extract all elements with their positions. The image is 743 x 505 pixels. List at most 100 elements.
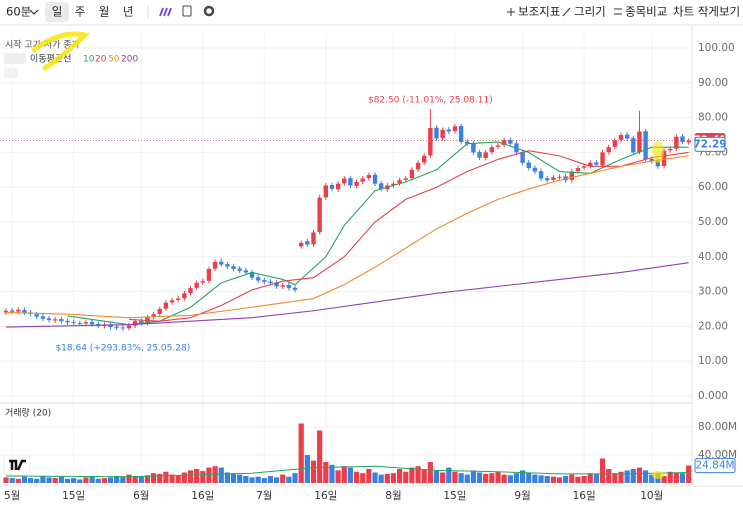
candle-body xyxy=(446,129,451,132)
candle-body xyxy=(428,128,433,156)
volume-bar xyxy=(563,476,569,483)
candle-body xyxy=(668,148,673,151)
volume-bar xyxy=(64,478,71,483)
candle-body xyxy=(292,287,298,290)
price-tag xyxy=(694,136,726,152)
interval-button[interactable]: 60분 xyxy=(6,5,39,19)
candle-body xyxy=(305,241,310,245)
indicator-icon[interactable] xyxy=(159,7,172,17)
candle-body xyxy=(65,320,70,323)
candle-body xyxy=(206,268,212,281)
volume-bar xyxy=(132,476,138,483)
candle-body xyxy=(575,168,581,172)
selected-period-bg xyxy=(45,2,69,22)
candle-body xyxy=(606,147,611,153)
candle-body xyxy=(508,139,513,144)
volume-bar xyxy=(421,469,427,483)
legend-entry: 10 xyxy=(83,55,95,65)
candle-body xyxy=(299,242,304,247)
volume-bar xyxy=(83,477,89,483)
candle-body xyxy=(378,183,384,189)
candle-body xyxy=(520,152,525,163)
candle-body xyxy=(89,321,95,325)
period[interactable]: 월 xyxy=(99,5,110,19)
volume-bar xyxy=(630,469,636,483)
candle-body xyxy=(77,322,82,324)
candle-body xyxy=(471,143,476,153)
volume-bar xyxy=(550,476,556,483)
candle-body xyxy=(53,319,58,321)
candle-body xyxy=(219,261,224,265)
volume-bar xyxy=(526,472,532,483)
candle-body xyxy=(458,125,464,142)
candle-body xyxy=(391,183,396,186)
volume-bar xyxy=(329,464,335,483)
volume-bar xyxy=(673,472,679,483)
candle-body xyxy=(551,177,556,180)
volume-bar xyxy=(446,467,452,483)
period[interactable]: 년 xyxy=(123,5,134,19)
volume-bar xyxy=(353,471,360,483)
candle-body xyxy=(354,181,359,186)
interval[interactable]: 60분 xyxy=(6,5,31,19)
period[interactable]: 일 xyxy=(52,5,63,19)
toolbar-action[interactable]: 차트 작게보기 xyxy=(673,5,740,19)
volume-bar xyxy=(347,467,353,483)
volume-legend: 거래량 (20) xyxy=(5,407,51,419)
candle-body xyxy=(182,293,187,299)
volume-bar xyxy=(274,477,280,483)
period[interactable]: 주 xyxy=(75,5,86,19)
x-tick-label: 15일 xyxy=(62,489,85,502)
candle-body xyxy=(9,310,15,312)
candle-body xyxy=(311,232,316,245)
candle-body xyxy=(176,298,181,300)
candle-body xyxy=(335,183,341,190)
highlight-mark xyxy=(652,141,664,163)
y-tick-label: 50.00 xyxy=(698,216,728,228)
moving-average-line xyxy=(5,262,689,328)
volume-bar xyxy=(452,471,458,483)
volume-bar xyxy=(298,423,304,483)
legend-entry: 200 xyxy=(121,55,138,65)
volume-bar xyxy=(513,473,520,483)
candle-body xyxy=(22,310,27,313)
toolbar-action[interactable]: 종목비교 xyxy=(625,5,667,19)
candle-body xyxy=(188,288,193,293)
volume-bar xyxy=(292,473,298,483)
volume-bar xyxy=(175,475,181,483)
volume-bar xyxy=(187,470,194,483)
candle-body xyxy=(157,309,162,314)
volume-bar xyxy=(71,478,77,483)
candle-body xyxy=(126,325,132,329)
volume-bar xyxy=(157,473,163,483)
y-tick-label: 40.00M xyxy=(698,449,737,461)
candle-body xyxy=(268,281,273,283)
trash-icon[interactable] xyxy=(182,5,192,17)
collapse-button[interactable] xyxy=(4,68,18,78)
volume-bar xyxy=(46,477,52,483)
y-tick-label: 30.00 xyxy=(698,286,728,298)
volume-bar xyxy=(286,476,292,483)
moving-average-line xyxy=(128,150,689,322)
candle-body xyxy=(200,281,205,283)
candle-body xyxy=(249,272,255,278)
volume-bar xyxy=(581,476,587,483)
moving-average-line xyxy=(67,141,689,326)
x-tick-label: 15일 xyxy=(443,489,466,502)
settings-icon[interactable] xyxy=(203,5,215,17)
price-tag-label: 72.29 xyxy=(693,138,726,150)
toolbar-action[interactable]: 보조지표 xyxy=(518,5,560,19)
compare-icon xyxy=(614,8,622,15)
x-tick-label: 8월 xyxy=(385,490,401,502)
volume-bar xyxy=(101,478,107,483)
volume-bar xyxy=(3,477,9,483)
volume-bar xyxy=(114,476,120,483)
volume-bar xyxy=(440,472,446,483)
eye-toggle[interactable] xyxy=(4,53,26,64)
toolbar-action[interactable]: 그리기 xyxy=(574,5,606,19)
volume-bar xyxy=(661,476,667,483)
candle-body xyxy=(415,162,421,170)
candle-body xyxy=(3,310,9,313)
volume-bar xyxy=(470,470,476,483)
